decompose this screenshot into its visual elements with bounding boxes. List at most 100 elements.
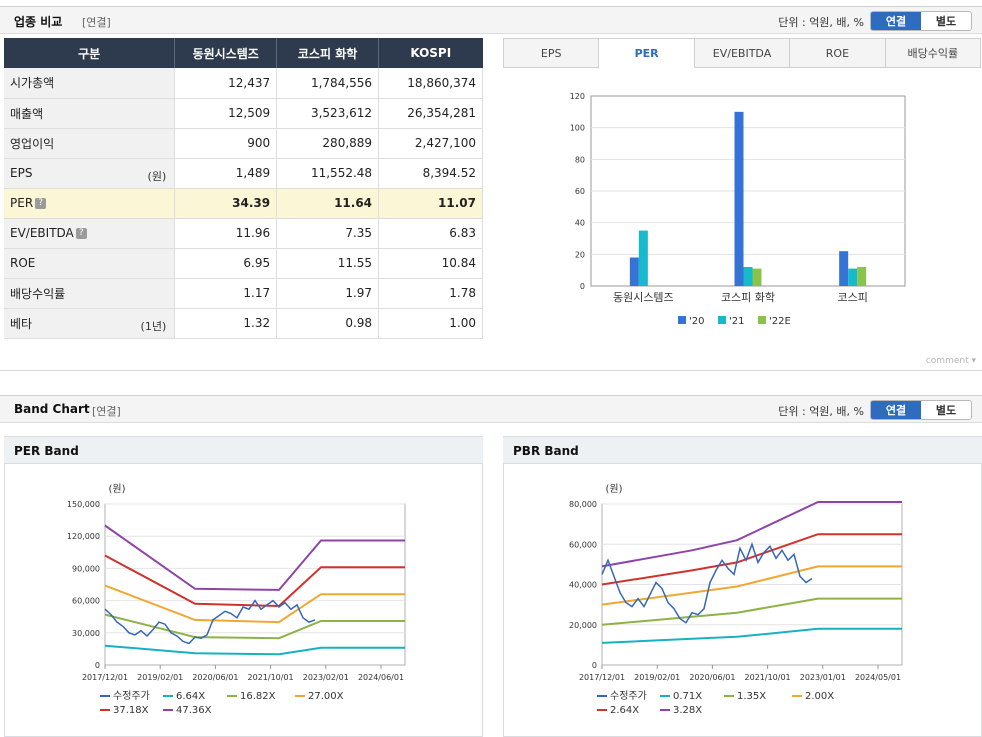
series-line	[601, 627, 902, 644]
bar	[638, 230, 648, 286]
cell: 1,784,556	[276, 68, 380, 99]
y-tick-label: 0	[592, 661, 597, 670]
y-tick-label: 60	[575, 187, 585, 196]
comment-toggle[interactable]: comment ▾	[925, 356, 976, 366]
consolidated-button[interactable]: 연결	[871, 12, 921, 30]
row-unit-note: (원)	[147, 169, 167, 183]
y-tick-label: 90,000	[72, 564, 100, 573]
y-unit-label: (원)	[108, 483, 125, 495]
table-row: PER? 34.39 11.64 11.07	[4, 188, 483, 219]
row-label: 매출액	[4, 98, 176, 129]
series-line	[601, 542, 813, 624]
pbr-band-chart: (원) 0 20,000 40,000 60,000 80,000 2017/12/01 20…	[569, 483, 903, 716]
separate-button[interactable]: 별도	[921, 12, 971, 30]
bar	[848, 268, 858, 286]
statement-toggle: 연결 별도	[870, 400, 972, 420]
help-icon[interactable]: ?	[75, 228, 87, 239]
tab-eps[interactable]: EPS	[504, 38, 600, 68]
consolidated-button[interactable]: 연결	[871, 401, 921, 419]
table-row: EPS (원) 1,489 11,552.48 8,394.52	[4, 158, 483, 189]
x-tick-label: 2024/05/01	[855, 673, 901, 682]
legend-label: 0.71X	[673, 691, 702, 702]
row-label: EV/EBITDA?	[4, 218, 176, 249]
x-tick-label: 2017/12/01	[82, 673, 128, 682]
legend-label: '20	[689, 316, 704, 327]
separate-button[interactable]: 별도	[921, 401, 971, 419]
series-line	[104, 613, 405, 640]
series-line	[104, 524, 405, 591]
cell: 1.78	[378, 278, 483, 309]
per-band-title: PER Band	[14, 444, 79, 458]
cell: 8,394.52	[378, 158, 483, 189]
row-label: 배당수익률	[4, 278, 176, 309]
cell: 11.64	[276, 188, 380, 219]
row-unit-note: (1년)	[140, 319, 167, 333]
cell: 0.98	[276, 308, 380, 339]
table-row: 베타 (1년) 1.32 0.98 1.00	[4, 308, 483, 339]
y-tick-label: 150,000	[67, 500, 100, 509]
section-divider	[0, 370, 982, 371]
y-tick-label: 120,000	[67, 532, 100, 541]
band-chart-header: Band Chart [연결] 단위 : 억원, 배, % 연결 별도	[0, 395, 982, 423]
per-band-chart: (원) 0 30,000 60,000 90,000 120,000 150,000 2017…	[67, 483, 406, 716]
unit-label: 단위 : 억원, 배, %	[778, 405, 864, 418]
col-header: 동원시스템즈	[174, 38, 278, 68]
help-icon[interactable]: ?	[35, 198, 47, 209]
cell: 1,489	[174, 158, 278, 189]
tab-per[interactable]: PER	[599, 38, 695, 68]
y-tick-label: 0	[95, 661, 100, 670]
cell: 11,552.48	[276, 158, 380, 189]
tab-roe[interactable]: ROE	[790, 38, 886, 68]
legend-label: 수정주가	[610, 690, 647, 702]
industry-compare-table: 구분 동원시스템즈 코스피 화학 KOSPI 시가총액 12,437 1,784…	[4, 38, 483, 339]
row-label: ROE	[4, 248, 176, 279]
unit-label: 단위 : 억원, 배, %	[778, 16, 864, 29]
row-label: EPS (원)	[4, 158, 176, 189]
y-tick-label: 20,000	[569, 621, 597, 630]
cell: 1.00	[378, 308, 483, 339]
x-tick-label: 2019/02/01	[634, 673, 680, 682]
table-row: EV/EBITDA? 11.96 7.35 6.83	[4, 218, 483, 249]
x-tick-label: 2023/02/01	[303, 673, 349, 682]
legend-swatch	[758, 316, 766, 324]
cell: 26,354,281	[378, 98, 483, 129]
industry-compare-sub: [연결]	[82, 16, 111, 29]
y-tick-label: 60,000	[569, 540, 597, 549]
col-header: 코스피 화학	[276, 38, 380, 68]
band-chart-sub: [연결]	[92, 405, 121, 418]
series-line	[104, 644, 405, 656]
cell: 12,437	[174, 68, 278, 99]
statement-toggle: 연결 별도	[870, 11, 972, 31]
x-tick-label: 2020/06/01	[192, 673, 238, 682]
x-tick-label: 동원시스템즈	[613, 291, 674, 304]
y-unit-label: (원)	[605, 483, 622, 495]
bar	[839, 251, 849, 286]
series-line	[601, 565, 902, 606]
per-band-header: PER Band	[4, 436, 483, 464]
cell: 11.07	[378, 188, 483, 219]
legend-label: 3.28X	[673, 705, 702, 716]
cell: 900	[174, 128, 278, 159]
cell: 280,889	[276, 128, 380, 159]
cell: 12,509	[174, 98, 278, 129]
x-tick-label: 2019/02/01	[137, 673, 183, 682]
row-label: 베타 (1년)	[4, 308, 176, 339]
cell: 10.84	[378, 248, 483, 279]
cell: 1.97	[276, 278, 380, 309]
x-tick-label: 2017/12/01	[579, 673, 625, 682]
tab-dividend-yield[interactable]: 배당수익률	[885, 38, 982, 68]
y-tick-label: 60,000	[72, 597, 100, 606]
x-tick-label: 2021/10/01	[248, 673, 294, 682]
y-tick-label: 80	[575, 155, 585, 164]
series-line	[104, 599, 316, 645]
x-tick-label: 코스피 화학	[721, 291, 775, 304]
legend-swatch	[718, 316, 726, 324]
cell: 11.96	[174, 218, 278, 249]
x-tick-label: 2023/01/01	[800, 673, 846, 682]
cell: 1.17	[174, 278, 278, 309]
legend-label: '22E	[769, 316, 791, 327]
y-tick-label: 0	[580, 282, 585, 291]
table-row: 매출액 12,509 3,523,612 26,354,281	[4, 98, 483, 129]
tab-ev-ebitda[interactable]: EV/EBITDA	[694, 38, 791, 68]
cell: 34.39	[174, 188, 278, 219]
